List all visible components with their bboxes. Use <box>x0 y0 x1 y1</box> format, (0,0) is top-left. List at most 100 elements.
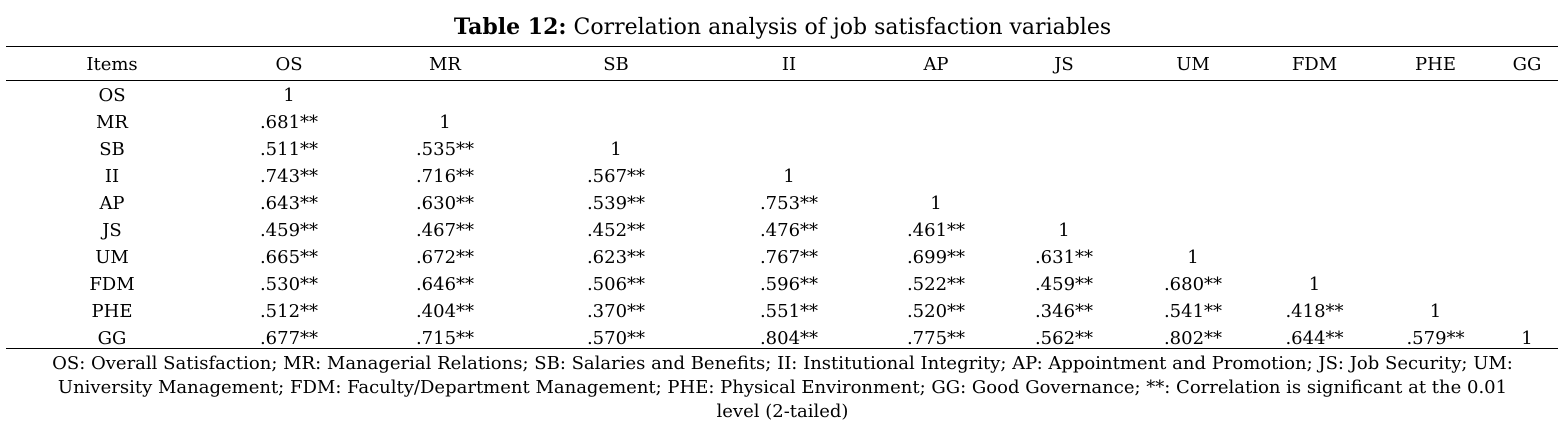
table-cell: .672** <box>415 247 475 268</box>
table-cell <box>876 78 996 109</box>
table-cell <box>1375 78 1496 109</box>
table-row: FDM .530** .646** .506** .596** .522** .459**.… <box>6 271 1558 298</box>
table-cell <box>876 136 996 163</box>
table-cell: 1 <box>783 166 795 187</box>
table-cell <box>876 163 996 190</box>
table-cell <box>1254 109 1375 136</box>
row-label: II <box>104 166 120 187</box>
column-header-os: OS <box>275 54 303 75</box>
table-cell: .459** <box>259 220 319 241</box>
table-header-rule <box>6 80 1558 81</box>
table-row: PHE .512** .404** .370** .551** .520** .346**.… <box>6 298 1558 325</box>
table-footnote: OS: Overall Satisfaction; MR: Managerial… <box>0 352 1565 424</box>
table-row: AP .643** .630** .539** .753** 1 <box>6 190 1558 217</box>
table-cell <box>1496 298 1558 325</box>
column-header-items: Items <box>86 54 138 75</box>
row-label: GG <box>97 328 127 349</box>
table-row: JS .459** .467** .452** .476** .461** 1 <box>6 217 1558 244</box>
footnote-line-1: OS: Overall Satisfaction; MR: Managerial… <box>52 353 1513 374</box>
table-cell <box>1375 109 1496 136</box>
row-label: UM <box>95 247 129 268</box>
column-header-ap: AP <box>923 54 949 75</box>
table-row: II .743** .716** .567** 1 <box>6 163 1558 190</box>
table-cell: .715** <box>415 328 475 349</box>
table-cell <box>1496 271 1558 298</box>
table-cell <box>1375 190 1496 217</box>
table-cell <box>1132 136 1254 163</box>
table-cell: .535** <box>415 139 475 160</box>
table-cell <box>1496 244 1558 271</box>
correlation-table: Items OS MR SB II AP JS UM FDM PHE GG OS… <box>6 51 1558 352</box>
table-cell: .530** <box>259 274 319 295</box>
column-header-js: JS <box>1054 54 1074 75</box>
row-label: AP <box>99 193 125 214</box>
table-cell: .716** <box>415 166 475 187</box>
table-cell <box>1254 78 1375 109</box>
table-cell: .551** <box>759 301 819 322</box>
footnote-line-3: level (2-tailed) <box>716 401 849 422</box>
table-cell: .623** <box>586 247 646 268</box>
table-cell: 1 <box>610 139 622 160</box>
table-cell: .522** <box>906 274 966 295</box>
table-cell: .804** <box>759 328 819 349</box>
table-cell: 1 <box>1429 301 1442 322</box>
table-cell: 1 <box>1187 247 1199 268</box>
table-cell: .665** <box>259 247 319 268</box>
table-cell: 1 <box>1521 328 1533 349</box>
table-row: OS 1 <box>6 78 1558 109</box>
column-header-ii: II <box>781 54 797 75</box>
table-cell <box>876 109 996 136</box>
table-cell <box>1254 217 1375 244</box>
table-cell <box>702 78 876 109</box>
table-cell: .418** <box>1285 301 1344 322</box>
table-cell: .541** <box>1163 301 1223 322</box>
table-cell: .680** <box>1163 274 1223 295</box>
table-cell: .767** <box>759 247 819 268</box>
row-label: OS <box>98 85 126 106</box>
table-cell: .743** <box>259 166 319 187</box>
table-cell <box>1254 244 1375 271</box>
table-bottom-rule <box>6 348 1558 349</box>
footnote-line-2: University Management; FDM: Faculty/Depa… <box>57 377 1508 398</box>
table-cell <box>1375 217 1496 244</box>
table-cell <box>1375 271 1496 298</box>
table-cell <box>996 136 1132 163</box>
table-cell <box>996 190 1132 217</box>
table-caption-title: Correlation analysis of job satisfaction… <box>573 15 1112 40</box>
table-cell: .570** <box>586 328 646 349</box>
table-cell <box>1496 163 1558 190</box>
table-cell: .506** <box>586 274 646 295</box>
table-row: SB .511** .535** 1 <box>6 136 1558 163</box>
table-cell <box>1254 190 1375 217</box>
table-cell: .520** <box>906 301 966 322</box>
table-cell <box>1132 109 1254 136</box>
table-top-rule <box>6 46 1558 47</box>
table-cell: .579** <box>1406 328 1465 349</box>
table-cell <box>1496 78 1558 109</box>
column-header-mr: MR <box>429 54 461 75</box>
table-cell <box>1496 190 1558 217</box>
table-caption: Table 12: Correlation analysis of job sa… <box>0 14 1565 41</box>
table-cell: .643** <box>259 193 319 214</box>
table-cell: .346** <box>1034 301 1094 322</box>
table-cell: .681** <box>259 112 319 133</box>
table-cell <box>530 109 702 136</box>
table-cell: .459** <box>1034 274 1094 295</box>
table-cell: .370** <box>586 301 646 322</box>
table-cell: 1 <box>283 85 295 106</box>
table-cell: 1 <box>930 193 942 214</box>
table-header-row: Items OS MR SB II AP JS UM FDM PHE GG <box>6 51 1558 78</box>
row-label: FDM <box>89 274 135 295</box>
table-cell <box>1132 217 1254 244</box>
row-label: SB <box>99 139 125 160</box>
table-cell <box>1254 136 1375 163</box>
table-cell <box>996 78 1132 109</box>
table-cell <box>1375 136 1496 163</box>
table-cell: .512** <box>259 301 319 322</box>
table-cell: .644** <box>1285 328 1344 349</box>
table-cell: .802** <box>1163 328 1223 349</box>
table-cell <box>1496 109 1558 136</box>
table-cell <box>1375 163 1496 190</box>
table-cell <box>1132 190 1254 217</box>
table-cell: .677** <box>259 328 319 349</box>
